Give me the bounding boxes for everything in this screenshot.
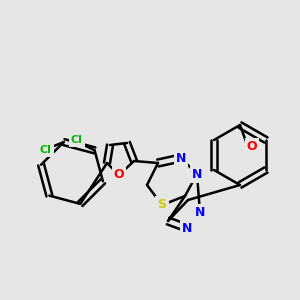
Text: Cl: Cl	[71, 135, 82, 146]
Text: N: N	[195, 206, 205, 220]
Text: Cl: Cl	[40, 145, 52, 155]
Text: N: N	[192, 167, 202, 181]
Text: N: N	[182, 221, 192, 235]
Text: O: O	[114, 169, 124, 182]
Text: O: O	[247, 140, 257, 154]
Text: S: S	[158, 199, 166, 212]
Text: N: N	[176, 152, 186, 164]
